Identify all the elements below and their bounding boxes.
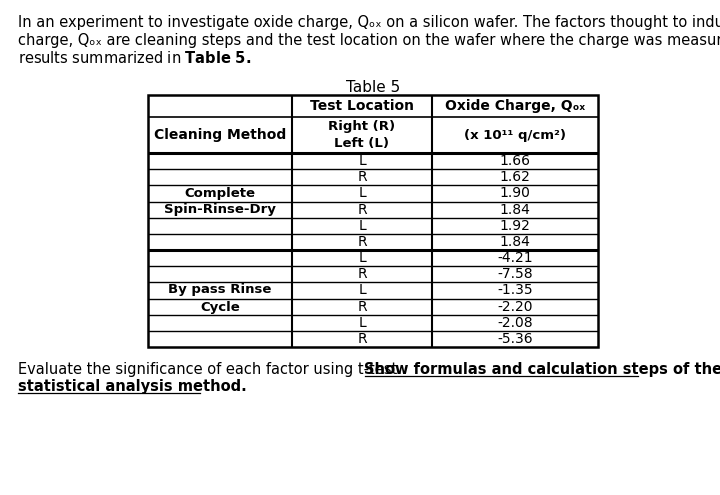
Text: In an experiment to investigate oxide charge, Qₒₓ on a silicon wafer. The factor: In an experiment to investigate oxide ch…: [18, 15, 720, 30]
Text: (x 10¹¹ q/cm²): (x 10¹¹ q/cm²): [464, 129, 566, 142]
Text: -7.58: -7.58: [498, 267, 533, 281]
Text: L: L: [358, 187, 366, 200]
Text: L: L: [358, 316, 366, 330]
Text: L: L: [358, 284, 366, 297]
Text: results summarized in $\bf{Table\ 5.}$: results summarized in $\bf{Table\ 5.}$: [18, 50, 251, 66]
Text: R: R: [357, 299, 366, 314]
Text: 1.84: 1.84: [500, 202, 531, 217]
Text: 1.62: 1.62: [500, 170, 531, 184]
Text: 1.84: 1.84: [500, 235, 531, 249]
Text: Test Location: Test Location: [310, 99, 414, 113]
Text: -2.20: -2.20: [498, 299, 533, 314]
Text: -5.36: -5.36: [498, 332, 533, 346]
Bar: [148, 95, 598, 347]
Text: 1.90: 1.90: [500, 187, 531, 200]
Text: -2.08: -2.08: [498, 316, 533, 330]
Text: charge, Qₒₓ are cleaning steps and the test location on the wafer where the char: charge, Qₒₓ are cleaning steps and the t…: [18, 33, 720, 48]
Text: L: L: [358, 154, 366, 168]
Text: R: R: [357, 267, 366, 281]
Text: R: R: [357, 202, 366, 217]
Text: R: R: [357, 170, 366, 184]
Text: By pass Rinse
Cycle: By pass Rinse Cycle: [168, 284, 271, 313]
Text: L: L: [358, 219, 366, 233]
Text: R: R: [357, 332, 366, 346]
Text: Oxide Charge, Qₒₓ: Oxide Charge, Qₒₓ: [445, 99, 585, 113]
Text: 1.92: 1.92: [500, 219, 531, 233]
Text: L: L: [358, 251, 366, 265]
Text: Cleaning Method: Cleaning Method: [154, 128, 286, 142]
Text: Show formulas and calculation steps of the: Show formulas and calculation steps of t…: [364, 362, 720, 377]
Text: -1.35: -1.35: [498, 284, 533, 297]
Text: Complete
Spin-Rinse-Dry: Complete Spin-Rinse-Dry: [164, 187, 276, 216]
Text: Table 5: Table 5: [346, 80, 400, 95]
Text: statistical analysis method.: statistical analysis method.: [18, 380, 247, 395]
Text: Right (R)
Left (L): Right (R) Left (L): [328, 120, 395, 150]
Text: 1.66: 1.66: [500, 154, 531, 168]
Text: Evaluate the significance of each factor using t-test.: Evaluate the significance of each factor…: [18, 362, 407, 377]
Text: -4.21: -4.21: [498, 251, 533, 265]
Text: R: R: [357, 235, 366, 249]
